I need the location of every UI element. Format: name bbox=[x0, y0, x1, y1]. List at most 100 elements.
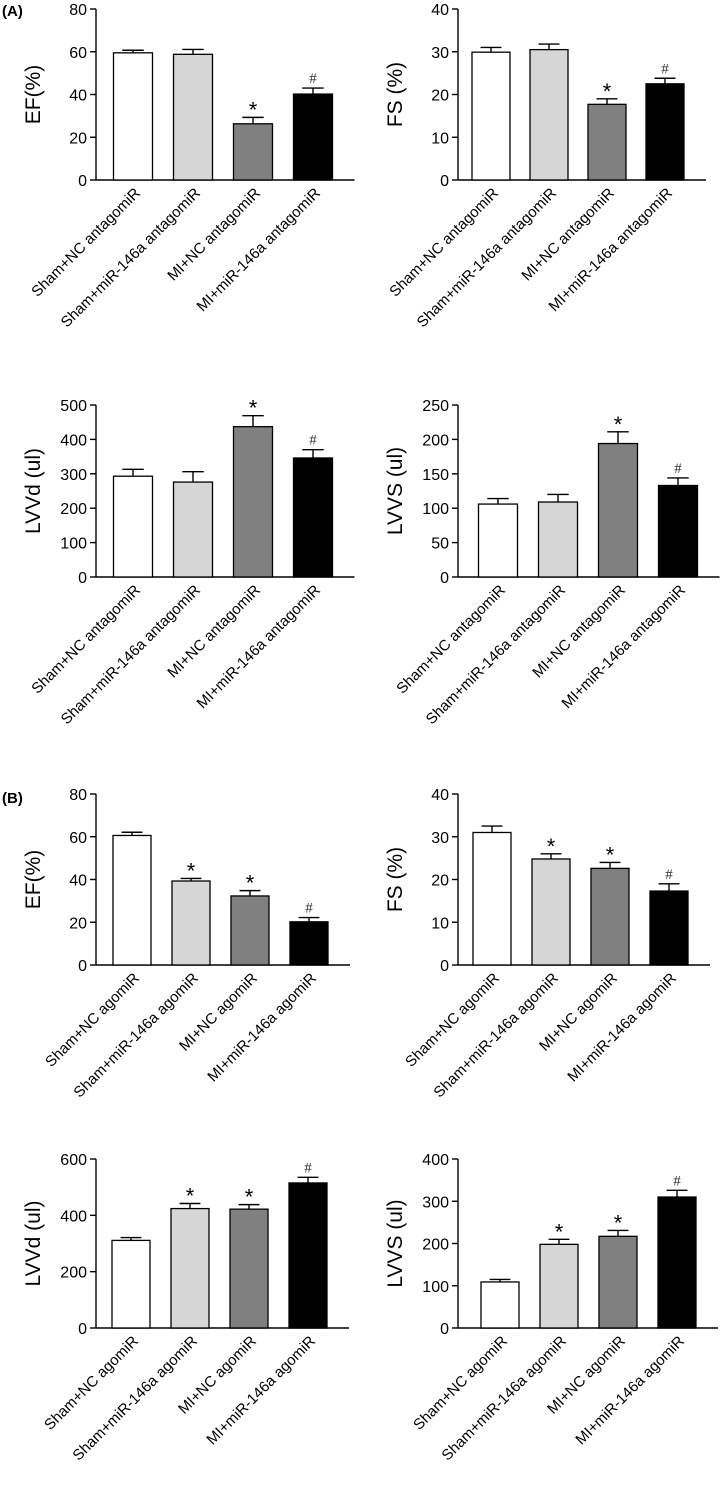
y-tick-label: 20 bbox=[431, 873, 449, 890]
category-label: MI+miR-146a antagomiR bbox=[559, 582, 689, 712]
bar bbox=[112, 834, 152, 966]
y-tick-label: 300 bbox=[60, 467, 87, 484]
bar bbox=[590, 867, 630, 966]
y-tick-label: 0 bbox=[78, 173, 87, 190]
significance-star: * bbox=[187, 858, 196, 883]
bar bbox=[289, 921, 329, 966]
bar bbox=[232, 426, 274, 578]
bar bbox=[480, 1281, 520, 1329]
y-axis-title: LVVS (ul) bbox=[384, 447, 407, 535]
bar bbox=[537, 501, 579, 578]
y-tick-label: 10 bbox=[431, 915, 449, 932]
significance-star: * bbox=[606, 842, 615, 867]
y-axis-title: EF(%) bbox=[22, 65, 45, 125]
significance-hash: # bbox=[305, 901, 313, 917]
y-axis-title: FS (%) bbox=[384, 847, 407, 912]
y-tick-label: 0 bbox=[440, 570, 449, 587]
y-tick-label: 0 bbox=[440, 173, 449, 190]
bar bbox=[529, 48, 569, 181]
category-label: MI+miR-146a agomiR bbox=[204, 970, 320, 1086]
panel-label-b: (B) bbox=[2, 790, 23, 807]
y-axis-title: LVVS (ul) bbox=[384, 1199, 407, 1287]
significance-hash: # bbox=[674, 461, 682, 477]
y-tick-label: 30 bbox=[431, 45, 449, 62]
chart-3: 0 100 200 300 400 500 LVVd (ul) Sham+NC antagom… bbox=[22, 396, 355, 728]
significance-star: * bbox=[186, 1184, 195, 1209]
significance-star: * bbox=[614, 412, 623, 437]
significance-star: * bbox=[246, 871, 255, 896]
category-label: MI+miR-146a antagomiR bbox=[194, 185, 324, 315]
bar bbox=[472, 831, 512, 966]
category-label: Sham+NC antagomiR bbox=[386, 185, 502, 301]
category-label: Sham+NC antagomiR bbox=[28, 582, 144, 698]
y-tick-label: 400 bbox=[422, 1152, 449, 1169]
y-tick-label: 300 bbox=[422, 1194, 449, 1211]
y-tick-label: 500 bbox=[60, 398, 87, 415]
bar bbox=[531, 858, 571, 966]
y-tick-label: 30 bbox=[431, 830, 449, 847]
y-tick-label: 40 bbox=[431, 787, 449, 804]
y-tick-label: 100 bbox=[60, 536, 87, 553]
category-label: MI+miR-146a agomiR bbox=[203, 1333, 319, 1449]
bar bbox=[587, 103, 627, 181]
y-tick-label: 250 bbox=[422, 398, 449, 415]
y-tick-label: 0 bbox=[440, 958, 449, 975]
y-tick-label: 0 bbox=[78, 958, 87, 975]
y-axis-title: EF(%) bbox=[22, 850, 45, 910]
y-tick-label: 400 bbox=[60, 432, 87, 449]
bar bbox=[649, 890, 689, 966]
y-tick-label: 100 bbox=[422, 1279, 449, 1296]
y-tick-label: 80 bbox=[69, 2, 87, 19]
y-axis-title: FS (%) bbox=[384, 62, 407, 127]
y-tick-label: 20 bbox=[69, 915, 87, 932]
significance-star: * bbox=[555, 1219, 564, 1244]
bar bbox=[598, 1235, 638, 1329]
y-tick-label: 200 bbox=[60, 1265, 87, 1282]
y-tick-label: 150 bbox=[422, 467, 449, 484]
y-tick-label: 0 bbox=[78, 1321, 87, 1338]
bar bbox=[288, 1182, 328, 1329]
y-tick-label: 40 bbox=[69, 88, 87, 105]
significance-hash: # bbox=[661, 61, 669, 77]
panel-label-a: (A) bbox=[2, 3, 23, 20]
bar bbox=[112, 52, 154, 181]
bar bbox=[657, 484, 699, 578]
bar bbox=[292, 93, 334, 181]
y-tick-label: 20 bbox=[69, 130, 87, 147]
significance-hash: # bbox=[665, 867, 673, 883]
bar bbox=[292, 457, 334, 578]
category-label: MI+miR-146a antagomiR bbox=[546, 185, 676, 315]
y-tick-label: 200 bbox=[60, 501, 87, 518]
bar bbox=[171, 880, 211, 966]
y-tick-label: 400 bbox=[60, 1208, 87, 1225]
y-tick-label: 20 bbox=[431, 88, 449, 105]
significance-star: * bbox=[245, 1185, 254, 1210]
significance-hash: # bbox=[309, 433, 317, 449]
bar bbox=[645, 83, 685, 181]
y-tick-label: 200 bbox=[422, 1237, 449, 1254]
bar bbox=[477, 503, 519, 578]
bar bbox=[657, 1196, 697, 1329]
significance-hash: # bbox=[309, 71, 317, 87]
bar bbox=[229, 1208, 269, 1329]
y-axis-title: LVVd (ul) bbox=[22, 1201, 45, 1287]
significance-star: * bbox=[603, 79, 612, 104]
bar bbox=[172, 53, 214, 181]
bar bbox=[471, 51, 511, 181]
category-label: MI+miR-146a agomiR bbox=[564, 970, 680, 1086]
bar bbox=[111, 1239, 151, 1329]
y-axis-title: LVVd (ul) bbox=[22, 448, 45, 534]
y-tick-label: 60 bbox=[69, 830, 87, 847]
y-tick-label: 80 bbox=[69, 787, 87, 804]
y-tick-label: 60 bbox=[69, 45, 87, 62]
y-tick-label: 10 bbox=[431, 130, 449, 147]
bar bbox=[597, 442, 639, 578]
y-tick-label: 100 bbox=[422, 501, 449, 518]
bar bbox=[232, 123, 274, 181]
